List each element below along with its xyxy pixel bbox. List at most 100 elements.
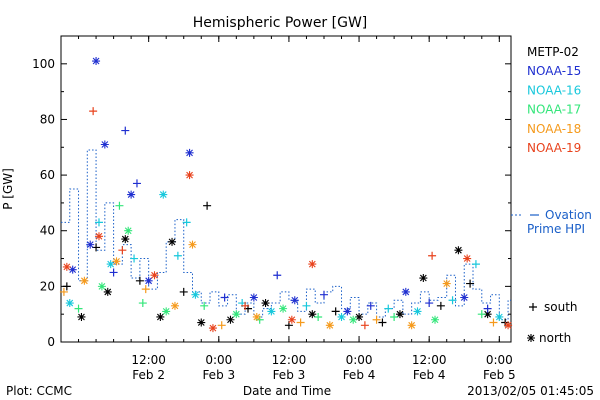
north-point bbox=[495, 312, 504, 321]
series-noaa-17 bbox=[74, 201, 486, 324]
south-point bbox=[302, 301, 311, 310]
series-noaa-19 bbox=[62, 107, 513, 333]
north-point bbox=[232, 310, 241, 319]
north-point bbox=[150, 271, 159, 280]
north-point bbox=[407, 321, 416, 330]
x-tick-label: 12:00 bbox=[272, 353, 307, 367]
legend-metp-02: METP-02 bbox=[527, 45, 579, 59]
north-point bbox=[185, 171, 194, 180]
north-point bbox=[226, 315, 235, 324]
x-tick-label: 0:00 bbox=[205, 353, 232, 367]
north-point bbox=[103, 287, 112, 296]
north-point bbox=[308, 310, 317, 319]
north-point bbox=[170, 301, 179, 310]
x-tick-label: 12:00 bbox=[131, 353, 166, 367]
north-point bbox=[337, 312, 346, 321]
south-point bbox=[179, 287, 188, 296]
north-point bbox=[290, 296, 299, 305]
south-point bbox=[130, 254, 139, 263]
y-tick-label: 100 bbox=[32, 57, 55, 71]
x-tick-label: 0:00 bbox=[346, 353, 373, 367]
x-tick-label: 0:00 bbox=[486, 353, 513, 367]
x-tick-date-label: Feb 3 bbox=[202, 368, 235, 382]
north-point bbox=[68, 265, 77, 274]
series-noaa-15 bbox=[68, 57, 492, 316]
y-tick-label: 60 bbox=[40, 168, 55, 182]
plot-area bbox=[59, 35, 513, 343]
south-point bbox=[217, 321, 226, 330]
x-tick-label: 12:00 bbox=[412, 353, 447, 367]
north-point bbox=[287, 315, 296, 324]
north-point bbox=[94, 232, 103, 241]
series-metp-02 bbox=[62, 201, 510, 330]
legend-noaa-19: NOAA-19 bbox=[527, 141, 581, 155]
legend-north-symbol bbox=[527, 334, 535, 342]
south-point bbox=[220, 293, 229, 302]
north-point bbox=[267, 307, 276, 316]
north-point bbox=[463, 254, 472, 263]
north-point bbox=[413, 307, 422, 316]
y-tick-label: 20 bbox=[40, 279, 55, 293]
south-point bbox=[360, 321, 369, 330]
south-point bbox=[132, 179, 141, 188]
plot-frame bbox=[60, 35, 512, 343]
north-point bbox=[343, 307, 352, 316]
north-point bbox=[325, 321, 334, 330]
north-point bbox=[188, 240, 197, 249]
footer-plot-credit: Plot: CCMC bbox=[6, 384, 72, 398]
legend-noaa-18: NOAA-18 bbox=[527, 122, 581, 136]
south-point bbox=[118, 246, 127, 255]
data-points bbox=[59, 57, 513, 333]
legend-noaa-17: NOAA-17 bbox=[527, 103, 581, 117]
x-tick-date-label: Feb 5 bbox=[483, 368, 516, 382]
south-point bbox=[314, 312, 323, 321]
north-point bbox=[162, 307, 171, 316]
south-point bbox=[428, 251, 437, 260]
south-point bbox=[390, 312, 399, 321]
south-point bbox=[89, 107, 98, 116]
south-point bbox=[94, 218, 103, 227]
south-point bbox=[182, 218, 191, 227]
south-point bbox=[378, 318, 387, 327]
north-point bbox=[77, 312, 86, 321]
north-point bbox=[395, 310, 404, 319]
north-point bbox=[460, 293, 469, 302]
south-point bbox=[436, 301, 445, 310]
south-point bbox=[74, 304, 83, 313]
north-point bbox=[100, 140, 109, 149]
ovation-step-line bbox=[61, 149, 511, 321]
north-point bbox=[483, 310, 492, 319]
south-point bbox=[471, 260, 480, 269]
north-point bbox=[504, 321, 513, 330]
y-axis-label: P [GW] bbox=[1, 168, 15, 210]
north-point bbox=[349, 315, 358, 324]
south-point bbox=[331, 307, 340, 316]
y-axis: 0 20 40 60 80 100 bbox=[32, 57, 511, 349]
north-point bbox=[80, 276, 89, 285]
south-point bbox=[425, 299, 434, 308]
chart-title: Hemispheric Power [GW] bbox=[193, 15, 368, 31]
north-point bbox=[197, 318, 206, 327]
legend-ovation-label-2: Prime HPI bbox=[527, 222, 585, 236]
legend-noaa-15: NOAA-15 bbox=[527, 64, 581, 78]
south-point bbox=[448, 296, 457, 305]
series-noaa-16 bbox=[65, 190, 504, 321]
ovation-prime-hpi-line bbox=[61, 149, 511, 321]
north-point bbox=[124, 226, 133, 235]
north-point bbox=[419, 274, 428, 283]
south-point bbox=[466, 279, 475, 288]
legend-ovation-label: Ovation bbox=[545, 208, 592, 222]
north-point bbox=[308, 260, 317, 269]
legend-south-label: south bbox=[544, 300, 578, 314]
south-point bbox=[384, 304, 393, 313]
north-point bbox=[156, 312, 165, 321]
north-point bbox=[159, 190, 168, 199]
north-point bbox=[208, 324, 217, 333]
north-point bbox=[86, 240, 95, 249]
south-point bbox=[203, 201, 212, 210]
south-point bbox=[135, 276, 144, 285]
north-point bbox=[112, 257, 121, 266]
series-noaa-18 bbox=[59, 240, 498, 330]
